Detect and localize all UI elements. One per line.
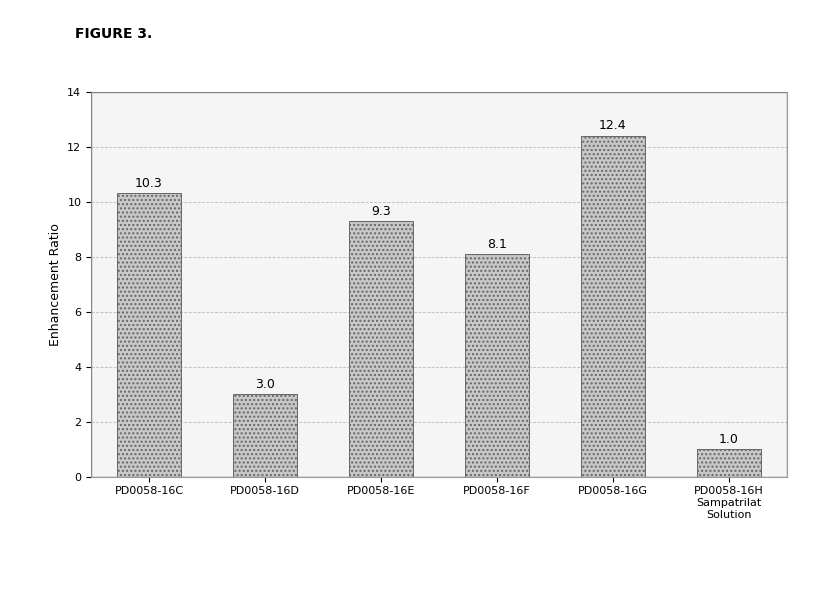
Bar <box>580 136 643 477</box>
Text: 8.1: 8.1 <box>486 238 506 251</box>
Text: 9.3: 9.3 <box>370 205 390 218</box>
Y-axis label: Enhancement Ratio: Enhancement Ratio <box>49 222 61 346</box>
Bar <box>233 394 296 477</box>
Text: 10.3: 10.3 <box>135 177 163 190</box>
Text: FIGURE 3.: FIGURE 3. <box>74 27 151 42</box>
Text: 3.0: 3.0 <box>255 378 275 391</box>
Bar <box>117 193 180 477</box>
Bar <box>465 254 528 477</box>
Text: 1.0: 1.0 <box>718 433 738 446</box>
Text: 12.4: 12.4 <box>598 119 626 133</box>
Bar <box>696 449 759 477</box>
Bar <box>349 221 413 477</box>
